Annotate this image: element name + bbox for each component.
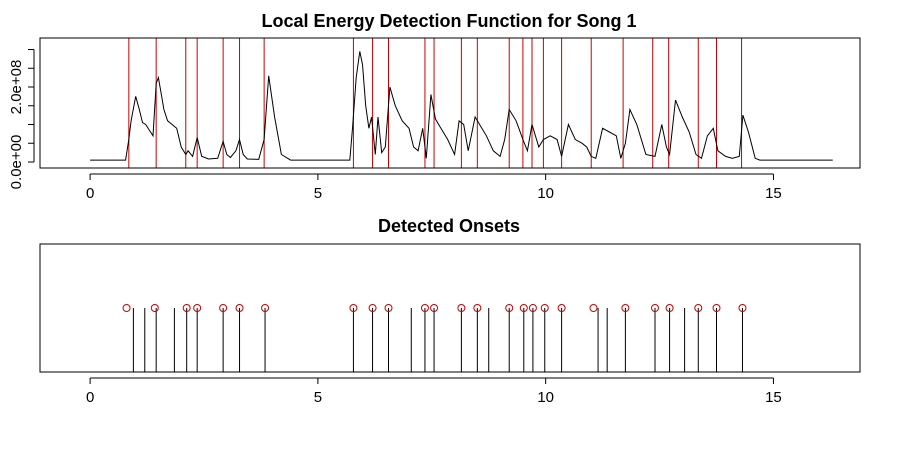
onsets-x-axis: 0 5 10 15 <box>86 377 782 406</box>
onset-circle-3 <box>193 304 202 312</box>
energy-x-tick-label-2: 10 <box>537 185 554 202</box>
onset-circle-12 <box>457 304 466 312</box>
onset-circle-0 <box>122 304 131 312</box>
energy-y-axis: 0.0e+00 2.0e+08 <box>8 49 35 190</box>
onset-circle-8 <box>368 304 377 312</box>
onsets-x-tick-label-3: 15 <box>765 389 782 406</box>
onset-circle-2 <box>182 304 191 312</box>
onset-circle-13 <box>473 304 482 312</box>
onset-circle-17 <box>540 304 549 312</box>
onset-circle-5 <box>235 304 244 312</box>
energy-panel: Local Energy Detection Function for Song… <box>8 11 861 202</box>
onset-circle-11 <box>430 304 439 312</box>
onsets-x-tick-label-1: 5 <box>314 389 322 406</box>
onsets-chart-title: Detected Onsets <box>378 216 520 236</box>
energy-chart-title: Local Energy Detection Function for Song… <box>261 11 636 31</box>
onset-circle-18 <box>557 304 566 312</box>
onsets-marks <box>122 304 747 372</box>
onset-circle-16 <box>528 304 537 312</box>
energy-plot-frame <box>39 37 861 169</box>
onset-circle-24 <box>712 304 721 312</box>
energy-y-tick-label-4: 2.0e+08 <box>8 60 25 115</box>
energy-curve <box>90 51 833 161</box>
onset-circle-15 <box>519 304 528 312</box>
onset-circle-4 <box>219 304 228 312</box>
onsets-x-tick-label-2: 10 <box>537 389 554 406</box>
onset-circle-1 <box>150 304 159 312</box>
onset-circle-22 <box>665 304 674 312</box>
onset-circle-14 <box>505 304 514 312</box>
onset-circle-6 <box>261 304 270 312</box>
energy-x-tick-label-3: 15 <box>765 185 782 202</box>
onset-circle-23 <box>694 304 703 312</box>
onsets-panel: Detected Onsets 0 5 10 15 <box>39 216 861 406</box>
onset-circle-19 <box>589 304 598 312</box>
energy-x-axis: 0 5 10 15 <box>86 173 782 202</box>
energy-marks <box>90 38 833 168</box>
onset-circle-7 <box>349 304 358 312</box>
onset-circle-20 <box>621 304 630 312</box>
energy-y-tick-label-0: 0.0e+00 <box>8 135 25 190</box>
energy-x-tick-label-1: 5 <box>314 185 322 202</box>
onset-circle-21 <box>651 304 659 312</box>
energy-x-tick-label-0: 0 <box>86 185 94 202</box>
onsets-x-tick-label-0: 0 <box>86 389 94 406</box>
onset-circle-25 <box>738 304 747 312</box>
onset-circle-10 <box>420 304 429 312</box>
onset-circle-9 <box>384 304 393 312</box>
onsets-plot-frame <box>39 243 861 373</box>
